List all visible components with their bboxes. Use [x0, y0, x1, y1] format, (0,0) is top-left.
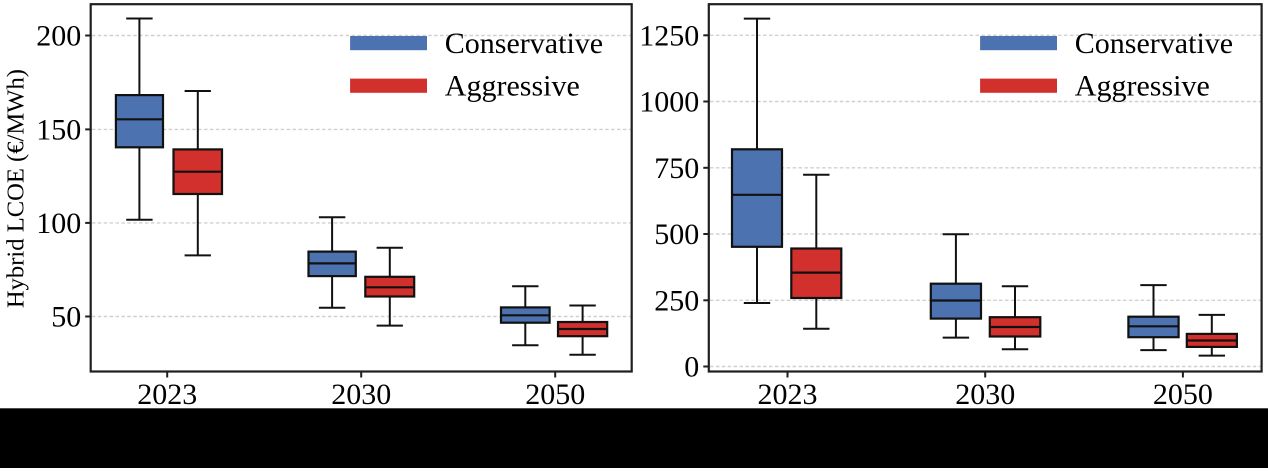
svg-text:1250: 1250	[639, 19, 699, 52]
svg-text:Aggressive: Aggressive	[445, 70, 580, 103]
svg-text:1000: 1000	[639, 86, 699, 119]
svg-text:2023: 2023	[137, 378, 197, 411]
svg-text:100: 100	[36, 207, 81, 240]
svg-text:750: 750	[654, 152, 699, 185]
svg-text:250: 250	[654, 284, 699, 317]
svg-text:2030: 2030	[331, 378, 391, 411]
svg-text:Conservative: Conservative	[445, 27, 603, 60]
svg-text:500: 500	[654, 218, 699, 251]
svg-text:0: 0	[684, 351, 699, 384]
svg-text:Hybrid LCOE (€/MWh): Hybrid LCOE (€/MWh)	[2, 69, 29, 308]
svg-text:2030: 2030	[955, 378, 1015, 411]
svg-text:150: 150	[36, 113, 81, 146]
svg-text:2023: 2023	[758, 378, 818, 411]
svg-text:50: 50	[51, 301, 81, 334]
svg-text:2050: 2050	[1153, 378, 1213, 411]
svg-text:Aggressive: Aggressive	[1075, 70, 1210, 103]
svg-text:2050: 2050	[525, 378, 585, 411]
svg-text:Conservative: Conservative	[1075, 27, 1233, 60]
svg-text:200: 200	[36, 20, 81, 53]
